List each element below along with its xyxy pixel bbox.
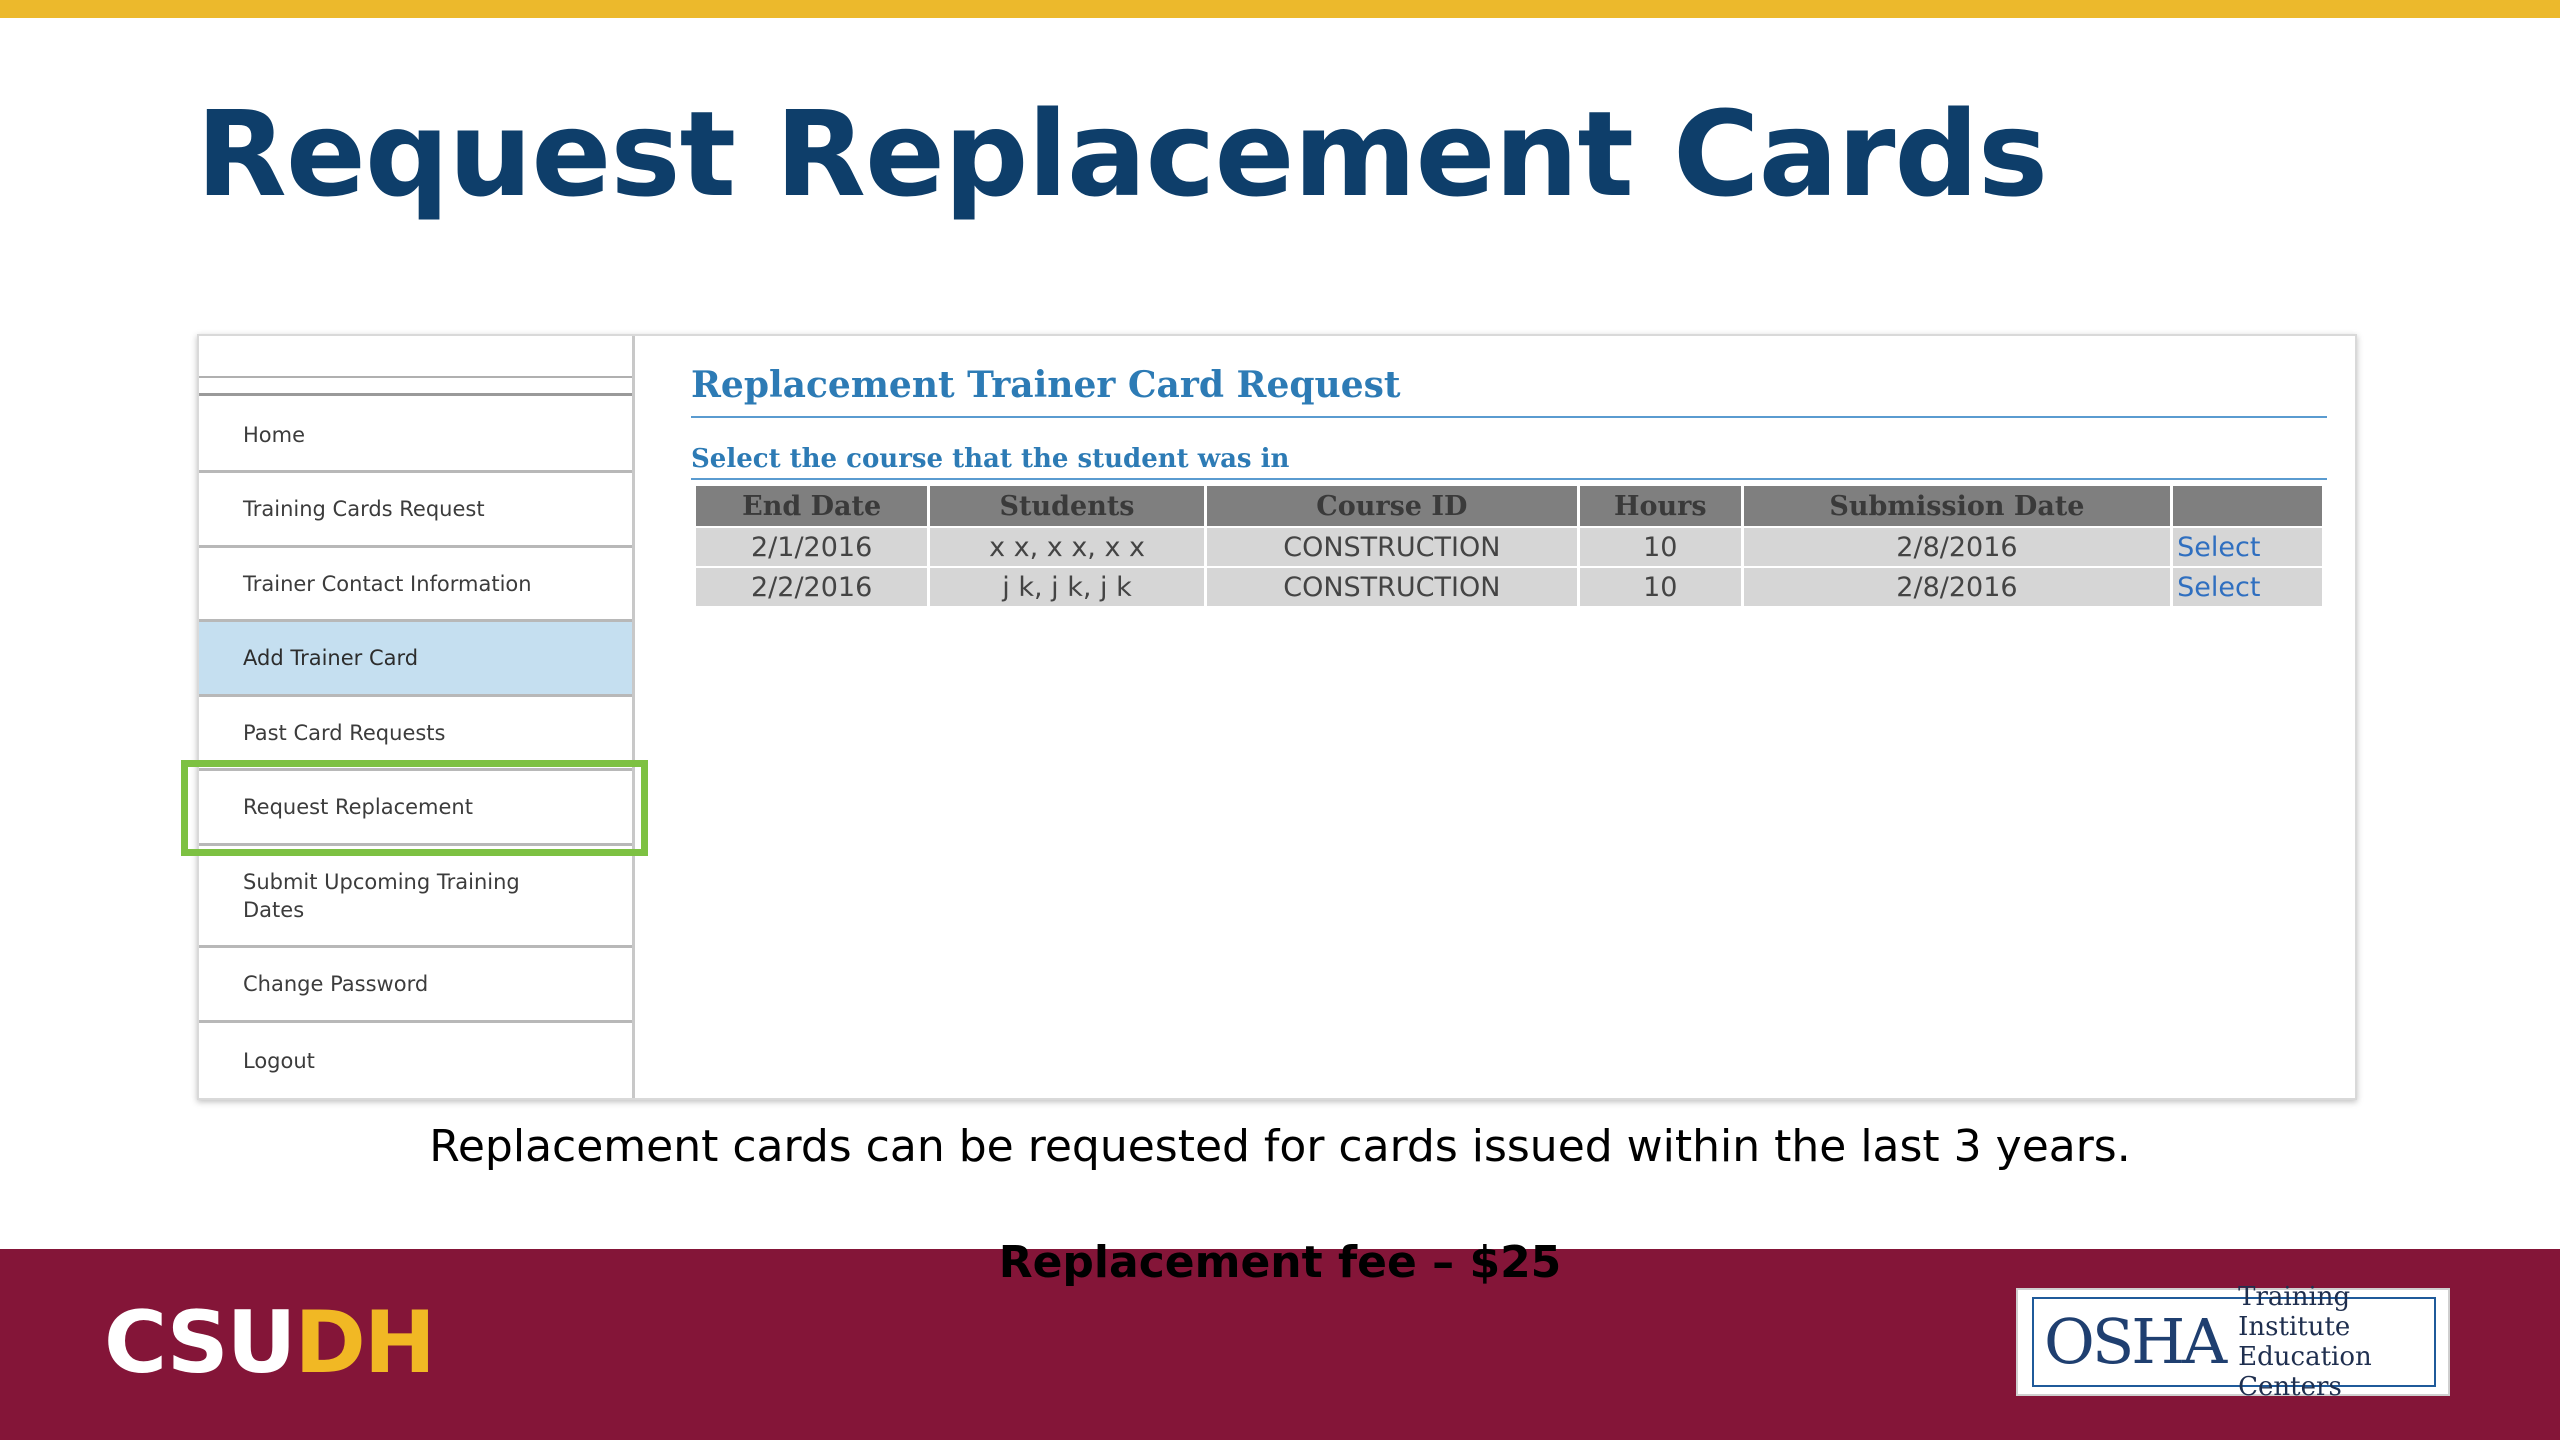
sidebar-item-label: Add Trainer Card: [243, 646, 419, 670]
sidebar-item-label: Submit Upcoming Training Dates: [243, 869, 520, 922]
table-row: 2/1/2016 x x, x x, x x CONSTRUCTION 10 2…: [696, 526, 2322, 566]
sidebar-item-submit-upcoming-training-dates[interactable]: Submit Upcoming Training Dates: [199, 846, 632, 948]
sidebar-item-request-replacement[interactable]: Request Replacement: [199, 771, 632, 846]
cell-submission-date: 2/8/2016: [1743, 526, 2171, 566]
cell-end-date: 2/2/2016: [696, 566, 928, 606]
cell-end-date: 2/1/2016: [696, 526, 928, 566]
table-header-row: End Date Students Course ID Hours Submis…: [696, 486, 2322, 526]
sidebar-item-label: Past Card Requests: [243, 720, 446, 745]
request-replacement-highlight: [181, 760, 648, 856]
csudh-logo: CSUDH: [104, 1293, 436, 1393]
sidebar-item-logout[interactable]: Logout: [199, 1023, 632, 1098]
column-header-end-date: End Date: [696, 486, 928, 526]
sidebar-item-label: Logout: [243, 1048, 315, 1073]
sidebar-nav: Home Training Cards Request Trainer Cont…: [199, 336, 635, 1098]
column-header-course-id: Course ID: [1206, 486, 1577, 526]
select-link[interactable]: Select: [2173, 566, 2322, 606]
sidebar-item-change-password[interactable]: Change Password: [199, 948, 632, 1023]
column-header-action: [2173, 486, 2322, 526]
sidebar-item-add-trainer-card[interactable]: Add Trainer Card: [199, 622, 632, 697]
csudh-logo-dh: DH: [294, 1293, 435, 1393]
cell-hours: 10: [1579, 526, 1741, 566]
cell-students: x x, x x, x x: [930, 526, 1204, 566]
cell-course-id: CONSTRUCTION: [1206, 566, 1577, 606]
sidebar-item-label: Change Password: [243, 972, 429, 996]
select-link[interactable]: Select: [2173, 526, 2322, 566]
course-table: End Date Students Course ID Hours Submis…: [693, 486, 2325, 606]
osha-mark: OSHA: [2044, 1305, 2227, 1378]
column-header-submission-date: Submission Date: [1743, 486, 2171, 526]
sidebar-item-label: Trainer Contact Information: [243, 571, 532, 596]
replacement-fee: Replacement fee – $25: [998, 1237, 1562, 1288]
top-accent-bar: [0, 0, 2560, 18]
sidebar-header: [199, 336, 632, 396]
osha-logo: OSHA Training Institute Education Center…: [2016, 1282, 2450, 1402]
main-content: Replacement Trainer Card Request Select …: [635, 336, 2355, 1098]
table-row: 2/2/2016 j k, j k, j k CONSTRUCTION 10 2…: [696, 566, 2322, 606]
osha-line-2: Education Centers: [2238, 1342, 2372, 1402]
cell-course-id: CONSTRUCTION: [1206, 526, 1577, 566]
sidebar-item-home[interactable]: Home: [199, 399, 632, 473]
portal-screenshot: Home Training Cards Request Trainer Cont…: [197, 334, 2357, 1100]
sidebar-item-label: Training Cards Request: [243, 497, 485, 521]
content-title: Replacement Trainer Card Request: [691, 364, 2327, 418]
osha-logo-frame: OSHA Training Institute Education Center…: [2032, 1282, 2436, 1402]
sidebar-item-training-cards-request[interactable]: Training Cards Request: [199, 473, 632, 548]
sidebar-item-past-card-requests[interactable]: Past Card Requests: [199, 697, 632, 771]
sidebar-item-label: Request Replacement: [243, 795, 473, 819]
slide-title: Request Replacement Cards: [196, 85, 2048, 223]
cell-hours: 10: [1579, 566, 1741, 606]
column-header-hours: Hours: [1579, 486, 1741, 526]
cell-students: j k, j k, j k: [930, 566, 1204, 606]
slide-caption: Replacement cards can be requested for c…: [429, 1121, 2131, 1172]
osha-logo-text: Training Institute Education Centers: [2238, 1282, 2434, 1402]
cell-submission-date: 2/8/2016: [1743, 566, 2171, 606]
column-header-students: Students: [930, 486, 1204, 526]
sidebar-item-trainer-contact-information[interactable]: Trainer Contact Information: [199, 548, 632, 622]
sidebar-item-label: Home: [243, 422, 306, 447]
osha-line-1: Training Institute: [2238, 1282, 2351, 1342]
csudh-logo-cs: CSU: [104, 1293, 296, 1393]
content-subtitle: Select the course that the student was i…: [691, 444, 2327, 480]
